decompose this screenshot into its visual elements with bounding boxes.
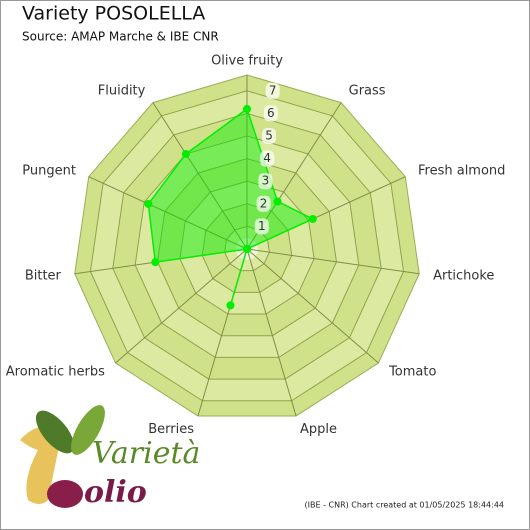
tick-label-bg xyxy=(263,105,278,122)
axis-spoke xyxy=(246,248,297,417)
data-point xyxy=(226,301,235,310)
y-tick-label: 4 xyxy=(263,151,271,165)
logo-olive xyxy=(47,480,83,508)
logo: Varietà olio xyxy=(20,405,200,510)
category-label: Aromatic herbs xyxy=(6,365,105,380)
data-point xyxy=(144,199,153,208)
logo-leaf xyxy=(35,410,75,454)
tick-label-bg xyxy=(258,173,273,190)
tick-label-bg xyxy=(256,195,271,212)
axis-spoke xyxy=(115,248,248,364)
category-label: Fresh almond xyxy=(418,163,505,178)
category-label: Apple xyxy=(300,422,337,437)
category-label: Artichoke xyxy=(433,268,494,283)
category-label: Tomato xyxy=(388,365,436,380)
data-point xyxy=(243,104,251,113)
y-tick-label: 2 xyxy=(260,196,268,210)
tick-label-bg xyxy=(254,218,269,235)
axis-spoke xyxy=(246,248,379,364)
data-point xyxy=(243,245,251,253)
category-label: Grass xyxy=(349,83,386,98)
y-tick-label: 6 xyxy=(267,106,275,120)
logo-leaf xyxy=(71,405,105,455)
logo-text: Varietà xyxy=(92,436,200,471)
logo-shape xyxy=(20,426,62,504)
y-tick-label: 5 xyxy=(265,129,273,143)
chart-subtitle: Source: AMAP Marche & IBE CNR xyxy=(22,30,219,44)
y-tick-label: 1 xyxy=(258,219,266,233)
footer: (IBE - CNR) Chart created at 01/05/2025 … xyxy=(305,501,505,510)
chart-title: Variety POSOLELLA xyxy=(22,3,205,25)
axis-spoke xyxy=(88,176,248,250)
category-label: Pungent xyxy=(22,163,76,178)
series-area xyxy=(147,107,315,306)
tick-label-bg xyxy=(260,150,275,167)
y-tick-label: 7 xyxy=(269,83,277,97)
axis-spoke xyxy=(246,248,420,275)
data-point xyxy=(181,149,190,158)
tick-label-bg xyxy=(262,128,277,145)
category-label: Berries xyxy=(148,422,194,437)
axis-spoke xyxy=(152,102,248,250)
data-point xyxy=(273,197,282,206)
category-label: Olive fruity xyxy=(211,54,283,69)
plot: Olive fruity Grass Fresh almond Artichoke To… xyxy=(6,54,506,437)
category-label: Bitter xyxy=(25,268,62,283)
y-tick-label: 3 xyxy=(262,174,270,188)
data-point xyxy=(151,258,160,267)
data-point xyxy=(308,214,317,223)
logo-text: olio xyxy=(84,475,147,510)
category-label: Fluidity xyxy=(98,83,146,98)
tick-label-bg xyxy=(265,82,280,99)
